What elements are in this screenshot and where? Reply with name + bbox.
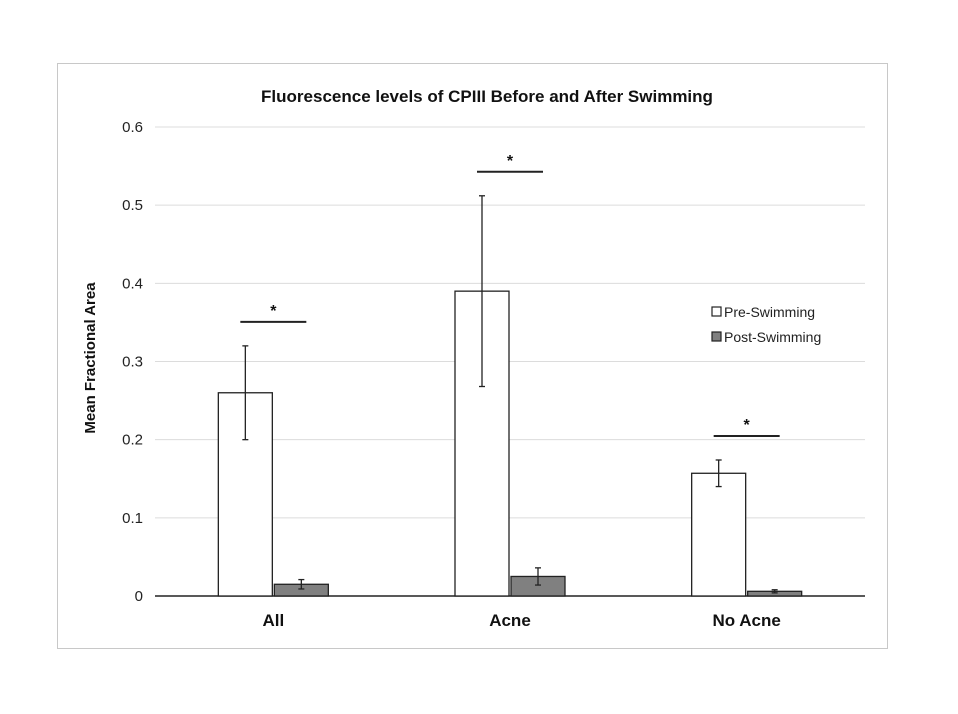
y-tick-label: 0.3 [122,354,143,371]
legend-swatch [711,306,722,317]
legend-label: Post-Swimming [724,329,821,345]
bars [217,195,803,597]
y-tick-label: 0.6 [122,119,143,136]
y-axis-label: Mean Fractional Area [82,282,99,434]
significance-star: * [744,417,751,434]
legend: Pre-Swimming Post-Swimming [711,304,821,345]
y-tick-label: 0.5 [122,197,143,214]
x-tick-label: Acne [489,611,531,630]
y-tick-label: 0.2 [122,432,143,449]
y-tick-label: 0.1 [122,510,143,527]
x-tick-label: No Acne [713,611,781,630]
axes: 0 0.1 0.2 0.3 0.4 0.5 0.6 All Acne No Acne [122,119,865,630]
legend-label: Pre-Swimming [724,304,815,320]
significance-star: * [270,303,277,320]
y-tick-label: 0.4 [122,275,143,292]
bar [691,472,747,597]
significance-star: * [507,153,514,170]
chart-title: Fluorescence levels of CPIII Before and … [261,87,713,106]
legend-swatch [711,331,722,342]
significance-markers: * * * [240,153,780,437]
gridlines [155,126,865,519]
y-tick-label: 0 [135,588,143,605]
x-tick-label: All [262,611,284,630]
